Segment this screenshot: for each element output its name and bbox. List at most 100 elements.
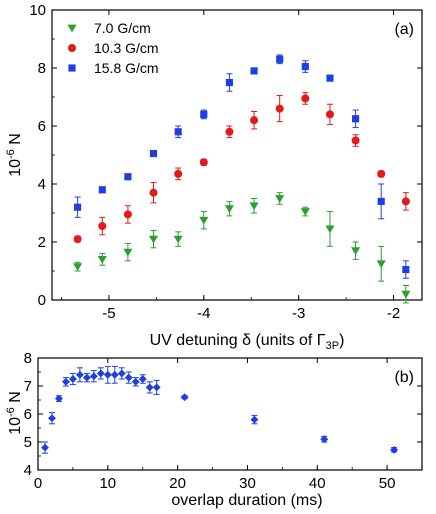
panel-label: (a) xyxy=(394,21,414,38)
y-tick-label: 6 xyxy=(24,406,32,423)
data-point xyxy=(326,74,334,82)
data-point xyxy=(89,372,98,381)
panel-b-xlabel: overlap duration (ms) xyxy=(171,492,322,509)
x-tick-label: 0 xyxy=(34,475,42,492)
y-tick-label: 0 xyxy=(38,292,46,309)
legend-marker xyxy=(67,24,77,33)
x-tick-label: 10 xyxy=(99,475,116,492)
data-point xyxy=(199,158,208,167)
data-point xyxy=(123,248,133,257)
x-tick-label: 50 xyxy=(379,475,396,492)
data-point xyxy=(82,373,91,382)
y-tick-label: 8 xyxy=(38,60,46,77)
series-10-3-g-cm xyxy=(73,92,410,244)
data-point xyxy=(61,377,70,386)
data-point xyxy=(149,188,158,197)
data-point xyxy=(123,210,132,219)
panel-b-ylabel: 10-6 N xyxy=(5,391,24,435)
y-tick-label: 4 xyxy=(24,462,32,479)
data-point xyxy=(225,78,233,87)
x-tick-label: -4 xyxy=(197,305,210,322)
data-point xyxy=(98,186,106,194)
panel-b-chart: 10-6 N overlap duration (ms) 0 10 20 30 40 50… xyxy=(5,350,423,509)
data-point xyxy=(124,173,132,181)
data-point xyxy=(301,62,309,71)
data-point xyxy=(74,203,82,211)
data-point xyxy=(301,94,310,103)
data-point xyxy=(96,369,105,378)
x-tick-label: -5 xyxy=(102,305,115,322)
data-point xyxy=(174,128,182,136)
y-tick-label: 7 xyxy=(24,378,32,395)
x-tick-label: 20 xyxy=(169,475,186,492)
data-point xyxy=(376,260,386,269)
data-point xyxy=(103,370,112,379)
data-point xyxy=(73,263,83,271)
data-point xyxy=(174,169,183,178)
data-point xyxy=(98,222,107,231)
data-point xyxy=(325,225,335,234)
data-point xyxy=(377,169,386,178)
series-15-8-g-cm xyxy=(74,54,410,279)
data-point xyxy=(149,149,158,158)
data-point xyxy=(173,235,183,244)
legend-marker xyxy=(67,43,77,53)
data-point xyxy=(148,235,159,244)
data-point xyxy=(402,265,410,274)
data-point xyxy=(401,197,410,206)
data-point xyxy=(352,115,360,123)
data-point xyxy=(41,443,49,452)
x-tick-label: 40 xyxy=(309,475,326,492)
data-point xyxy=(250,415,259,424)
x-tick-label: -3 xyxy=(292,305,305,322)
data-point xyxy=(275,104,284,113)
data-point xyxy=(390,445,399,454)
data-point xyxy=(54,394,63,403)
panel-a-chart: 10-6 N UV detuning δ (units of Γ3P) -5 -4… xyxy=(5,2,423,352)
data-point xyxy=(250,67,258,75)
data-point xyxy=(276,55,284,63)
data-point xyxy=(351,247,361,256)
data-point xyxy=(351,136,360,145)
data-point xyxy=(73,235,82,244)
data-point xyxy=(48,414,56,423)
x-tick-label: -2 xyxy=(387,305,400,322)
data-point xyxy=(200,110,208,118)
panel-label: (b) xyxy=(394,369,414,386)
data-point xyxy=(224,205,234,213)
legend-label: 10.3 G/cm xyxy=(94,40,159,56)
data-point xyxy=(75,370,84,379)
data-point xyxy=(325,110,335,119)
data-point xyxy=(180,393,189,402)
series-7-0-g-cm xyxy=(73,192,411,304)
data-point xyxy=(225,127,234,136)
data-point xyxy=(124,373,133,382)
data-point xyxy=(152,383,161,392)
y-tick-label: 10 xyxy=(29,2,46,19)
y-tick-label: 4 xyxy=(38,176,46,193)
data-point xyxy=(138,375,147,383)
y-tick-label: 6 xyxy=(38,118,46,135)
data-point xyxy=(110,370,119,379)
y-tick-label: 8 xyxy=(24,350,32,367)
panel-a-xlabel: UV detuning δ (units of Γ3P) xyxy=(150,332,345,352)
data-point xyxy=(401,290,411,299)
legend-marker xyxy=(68,64,76,72)
series-data xyxy=(41,365,399,454)
data-point xyxy=(131,377,140,386)
legend-label: 15.8 G/cm xyxy=(94,60,159,76)
data-point xyxy=(145,383,154,392)
y-tick-label: 2 xyxy=(38,234,46,251)
data-point xyxy=(97,255,107,264)
data-point xyxy=(68,375,77,383)
y-tick-label: 5 xyxy=(24,434,32,451)
x-tick-label: 30 xyxy=(239,475,256,492)
legend-label: 7.0 G/cm xyxy=(94,20,151,36)
data-point xyxy=(250,116,259,125)
data-point xyxy=(377,197,385,205)
data-point xyxy=(249,202,259,211)
data-point xyxy=(199,216,209,225)
data-point xyxy=(320,435,329,444)
data-point xyxy=(117,369,126,378)
